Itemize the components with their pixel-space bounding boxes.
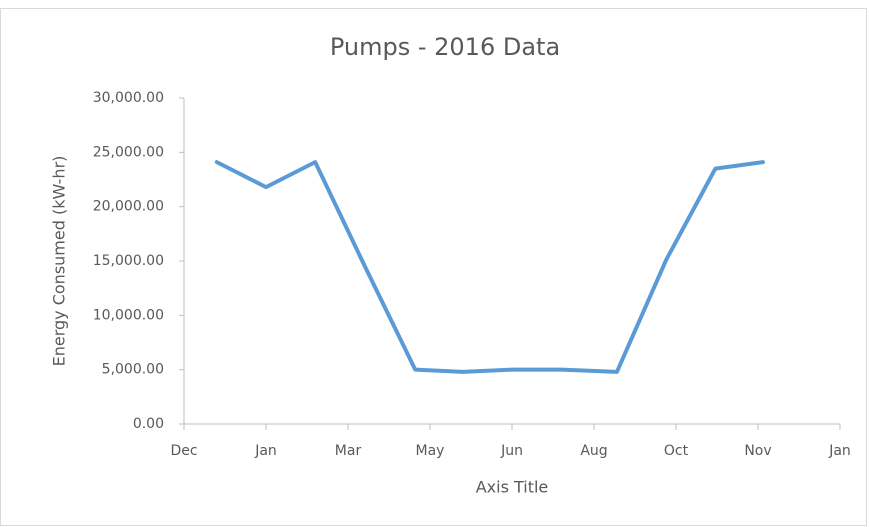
y-tick-label: 30,000.00: [93, 90, 164, 106]
y-tick-label: 20,000.00: [93, 199, 164, 215]
x-tick-label: Jun: [500, 443, 523, 459]
y-tick-label: 5,000.00: [102, 362, 164, 378]
x-axis-title: Axis Title: [476, 478, 549, 497]
y-tick-label: 0.00: [133, 416, 164, 432]
x-tick-label: Jan: [828, 443, 851, 459]
series-line: [214, 160, 765, 374]
x-tick-label: Jan: [254, 443, 277, 459]
y-tick-label: 15,000.00: [93, 253, 164, 269]
x-tick-label: Oct: [664, 443, 689, 459]
x-tick-label: May: [416, 443, 445, 459]
chart-title: Pumps - 2016 Data: [330, 33, 560, 61]
x-tick-label: Nov: [744, 443, 771, 459]
x-tick-label: Aug: [580, 443, 607, 459]
x-tick-label: Dec: [170, 443, 197, 459]
y-axis-title: Energy Consumed (kW-hr): [50, 156, 69, 367]
x-tick-label: Mar: [335, 443, 362, 459]
chart-border: [0, 8, 867, 526]
y-tick-label: 10,000.00: [93, 307, 164, 323]
y-tick-label: 25,000.00: [93, 144, 164, 160]
